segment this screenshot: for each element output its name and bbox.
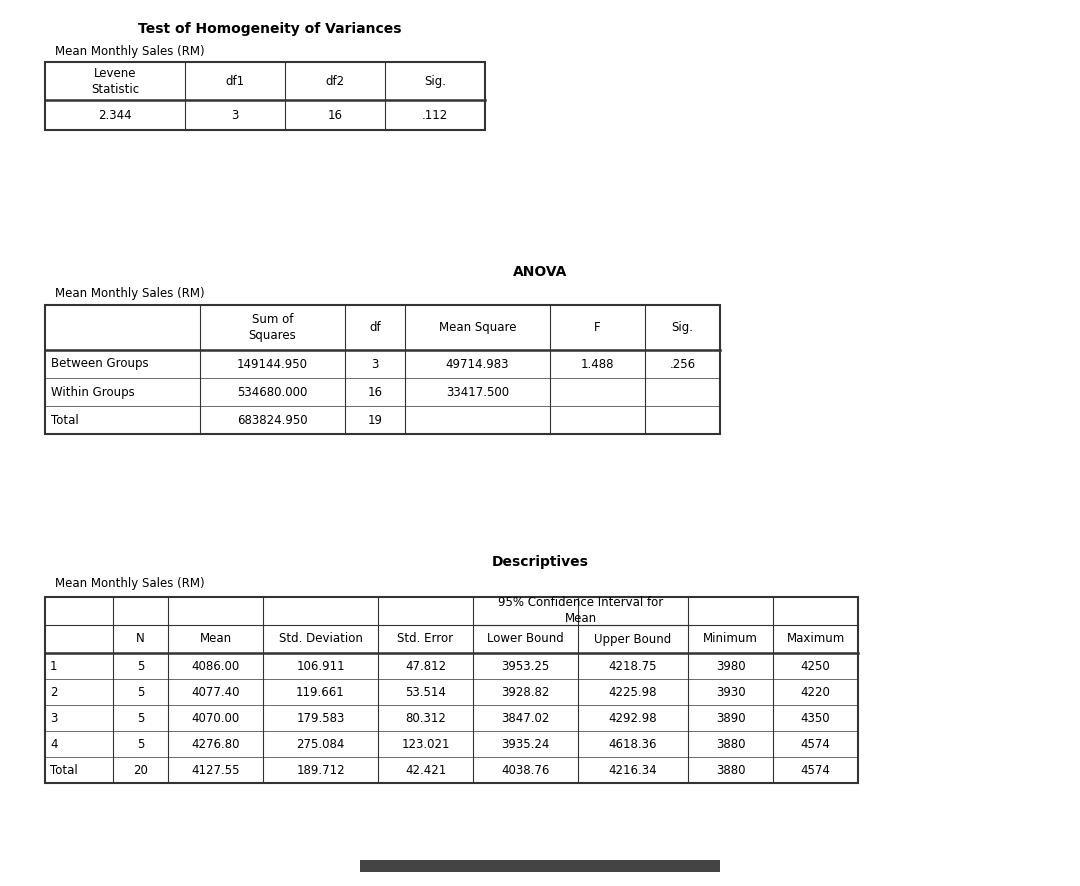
Text: 53.514: 53.514 <box>405 686 446 698</box>
Text: 2.344: 2.344 <box>98 108 132 121</box>
Text: 49714.983: 49714.983 <box>446 357 510 370</box>
Text: .112: .112 <box>422 108 448 121</box>
Text: 4086.00: 4086.00 <box>191 659 240 672</box>
Bar <box>45 305 720 434</box>
Text: ANOVA: ANOVA <box>513 265 567 279</box>
Text: Between Groups: Between Groups <box>51 357 149 370</box>
Text: 3: 3 <box>372 357 379 370</box>
Text: 106.911: 106.911 <box>296 659 345 672</box>
Text: 4220: 4220 <box>800 686 831 698</box>
Text: 4218.75: 4218.75 <box>609 659 658 672</box>
Text: 20: 20 <box>133 764 148 776</box>
Text: Sig.: Sig. <box>424 74 446 88</box>
Text: 189.712: 189.712 <box>296 764 345 776</box>
Text: 149144.950: 149144.950 <box>237 357 308 370</box>
Text: 33417.500: 33417.500 <box>446 385 509 399</box>
Text: Maximum: Maximum <box>786 633 845 646</box>
Text: 5: 5 <box>137 737 145 750</box>
Text: 5: 5 <box>137 659 145 672</box>
Text: 4350: 4350 <box>800 711 831 725</box>
Bar <box>360 860 720 872</box>
Text: Levene
Statistic: Levene Statistic <box>91 66 139 96</box>
Text: 4574: 4574 <box>800 764 831 776</box>
Text: 4225.98: 4225.98 <box>609 686 658 698</box>
Text: 4618.36: 4618.36 <box>609 737 658 750</box>
Text: 123.021: 123.021 <box>402 737 449 750</box>
Text: Total: Total <box>51 414 79 426</box>
Text: 4216.34: 4216.34 <box>609 764 658 776</box>
Text: Minimum: Minimum <box>703 633 758 646</box>
Text: 683824.950: 683824.950 <box>238 414 308 426</box>
Text: Total: Total <box>50 764 78 776</box>
Text: Std. Deviation: Std. Deviation <box>279 633 363 646</box>
Text: 95% Confidence Interval for
Mean: 95% Confidence Interval for Mean <box>498 596 663 626</box>
Text: 534680.000: 534680.000 <box>238 385 308 399</box>
Text: 179.583: 179.583 <box>296 711 345 725</box>
Text: 4292.98: 4292.98 <box>609 711 658 725</box>
Text: Sig.: Sig. <box>672 321 693 334</box>
Text: 4: 4 <box>50 737 57 750</box>
Text: Upper Bound: Upper Bound <box>594 633 672 646</box>
Text: Lower Bound: Lower Bound <box>487 633 564 646</box>
Text: 3890: 3890 <box>716 711 745 725</box>
Text: df: df <box>369 321 381 334</box>
Text: 4574: 4574 <box>800 737 831 750</box>
Text: Descriptives: Descriptives <box>491 555 589 569</box>
Text: 119.661: 119.661 <box>296 686 345 698</box>
Text: 3: 3 <box>50 711 57 725</box>
Text: Std. Error: Std. Error <box>397 633 454 646</box>
Text: 4077.40: 4077.40 <box>191 686 240 698</box>
Text: Mean Monthly Sales (RM): Mean Monthly Sales (RM) <box>55 45 204 58</box>
Text: 3930: 3930 <box>716 686 745 698</box>
Text: 3935.24: 3935.24 <box>501 737 550 750</box>
Text: df1: df1 <box>226 74 244 88</box>
Text: 42.421: 42.421 <box>405 764 446 776</box>
Text: .256: .256 <box>670 357 696 370</box>
Text: Within Groups: Within Groups <box>51 385 135 399</box>
Text: 3953.25: 3953.25 <box>501 659 550 672</box>
Text: 4038.76: 4038.76 <box>501 764 550 776</box>
Text: Mean Monthly Sales (RM): Mean Monthly Sales (RM) <box>55 577 204 590</box>
Text: 16: 16 <box>327 108 342 121</box>
Text: 3: 3 <box>231 108 239 121</box>
Text: N: N <box>136 633 145 646</box>
Text: 4070.00: 4070.00 <box>191 711 240 725</box>
Text: 275.084: 275.084 <box>296 737 345 750</box>
Text: F: F <box>594 321 600 334</box>
Text: 3880: 3880 <box>716 737 745 750</box>
Text: 4276.80: 4276.80 <box>191 737 240 750</box>
Text: Mean: Mean <box>200 633 231 646</box>
Text: Test of Homogeneity of Variances: Test of Homogeneity of Variances <box>138 22 402 36</box>
Text: 1: 1 <box>50 659 57 672</box>
Text: Mean Monthly Sales (RM): Mean Monthly Sales (RM) <box>55 287 204 300</box>
Text: df2: df2 <box>325 74 345 88</box>
Text: 80.312: 80.312 <box>405 711 446 725</box>
Text: Sum of
Squares: Sum of Squares <box>248 313 296 342</box>
Text: 47.812: 47.812 <box>405 659 446 672</box>
Text: Mean Square: Mean Square <box>438 321 516 334</box>
Text: 3847.02: 3847.02 <box>501 711 550 725</box>
Text: 5: 5 <box>137 711 145 725</box>
Bar <box>45 597 858 783</box>
Text: 3880: 3880 <box>716 764 745 776</box>
Text: 19: 19 <box>367 414 382 426</box>
Text: 3980: 3980 <box>716 659 745 672</box>
Text: 5: 5 <box>137 686 145 698</box>
Text: 1.488: 1.488 <box>581 357 615 370</box>
Text: 4250: 4250 <box>800 659 831 672</box>
Text: 2: 2 <box>50 686 57 698</box>
Text: 3928.82: 3928.82 <box>501 686 550 698</box>
Text: 16: 16 <box>367 385 382 399</box>
Bar <box>45 62 485 130</box>
Text: 4127.55: 4127.55 <box>191 764 240 776</box>
